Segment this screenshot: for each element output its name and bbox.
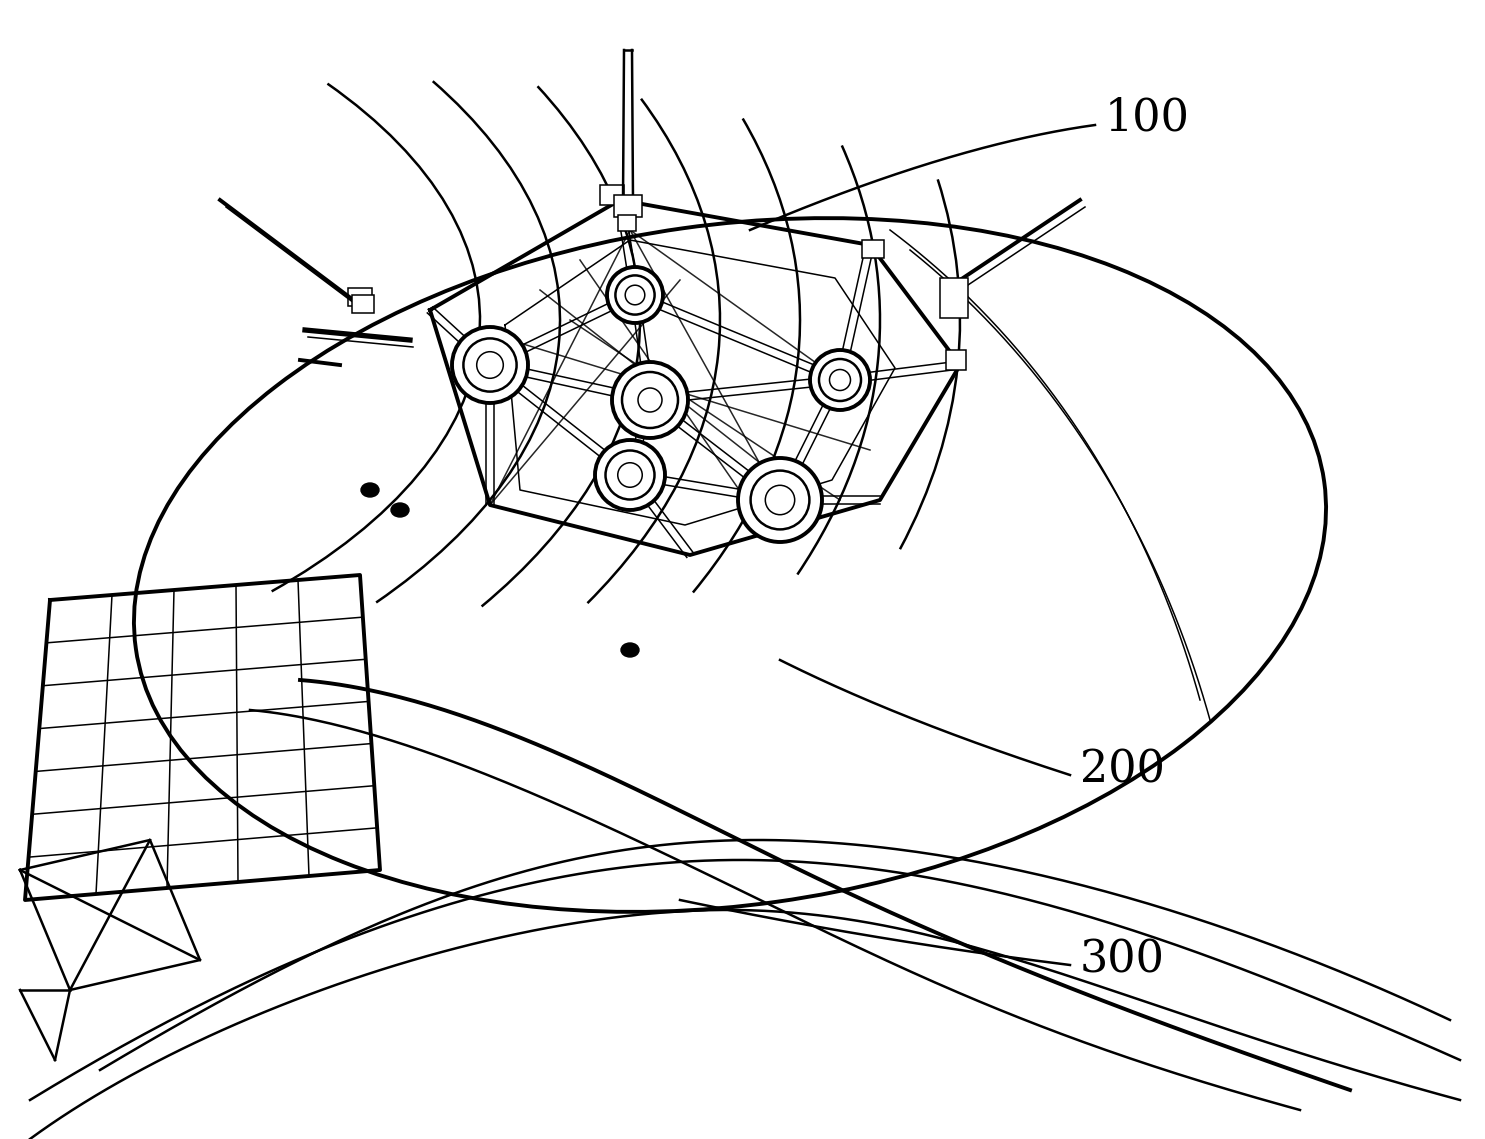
Circle shape bbox=[765, 485, 794, 515]
Ellipse shape bbox=[361, 483, 379, 497]
Circle shape bbox=[830, 369, 851, 391]
Bar bbox=[940, 278, 968, 318]
Circle shape bbox=[607, 267, 662, 323]
Circle shape bbox=[820, 359, 861, 401]
Text: 300: 300 bbox=[1080, 939, 1166, 982]
Bar bbox=[861, 240, 884, 259]
Circle shape bbox=[595, 440, 665, 510]
Circle shape bbox=[477, 352, 503, 378]
Circle shape bbox=[750, 470, 809, 530]
Circle shape bbox=[639, 388, 662, 412]
Ellipse shape bbox=[621, 644, 639, 657]
Circle shape bbox=[738, 458, 823, 542]
Bar bbox=[613, 195, 642, 218]
Bar bbox=[347, 288, 373, 306]
Bar bbox=[618, 215, 636, 231]
Bar bbox=[600, 185, 624, 205]
Circle shape bbox=[615, 276, 655, 314]
Ellipse shape bbox=[134, 218, 1326, 912]
Circle shape bbox=[622, 372, 679, 428]
Circle shape bbox=[463, 338, 517, 392]
Bar bbox=[352, 295, 374, 313]
Ellipse shape bbox=[391, 503, 408, 517]
Circle shape bbox=[612, 362, 688, 439]
Bar bbox=[946, 350, 967, 370]
Circle shape bbox=[606, 451, 655, 500]
Circle shape bbox=[809, 350, 870, 410]
Text: 100: 100 bbox=[1105, 97, 1189, 140]
Text: 200: 200 bbox=[1080, 748, 1166, 792]
Circle shape bbox=[625, 285, 644, 305]
Circle shape bbox=[451, 327, 529, 403]
Circle shape bbox=[618, 462, 642, 487]
